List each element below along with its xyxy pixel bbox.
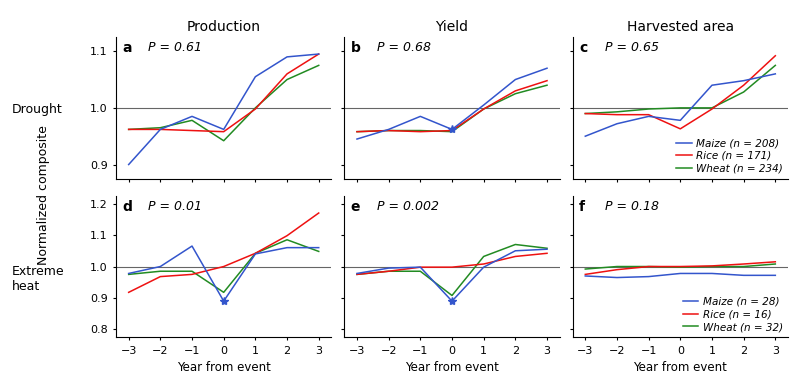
Title: Yield: Yield [435, 21, 469, 34]
Text: c: c [579, 41, 587, 55]
Legend: Maize (n = 208), Rice (n = 171), Wheat (n = 234): Maize (n = 208), Rice (n = 171), Wheat (… [676, 138, 782, 174]
Text: P = 0.002: P = 0.002 [377, 200, 438, 213]
Text: P = 0.61: P = 0.61 [148, 41, 202, 54]
Title: Harvested area: Harvested area [626, 21, 734, 34]
Text: d: d [122, 200, 132, 214]
X-axis label: Year from event: Year from event [634, 361, 727, 374]
Text: e: e [350, 200, 360, 214]
Text: f: f [579, 200, 585, 214]
Legend: Maize (n = 28), Rice (n = 16), Wheat (n = 32): Maize (n = 28), Rice (n = 16), Wheat (n … [683, 297, 782, 332]
Text: P = 0.18: P = 0.18 [605, 200, 659, 213]
X-axis label: Year from event: Year from event [405, 361, 499, 374]
Text: P = 0.01: P = 0.01 [148, 200, 202, 213]
Text: P = 0.68: P = 0.68 [377, 41, 430, 54]
Text: a: a [122, 41, 132, 55]
Title: Production: Production [186, 21, 261, 34]
Text: Drought: Drought [12, 103, 62, 116]
Text: Normalized composite: Normalized composite [38, 125, 50, 265]
Text: P = 0.65: P = 0.65 [605, 41, 659, 54]
Text: Extreme
heat: Extreme heat [12, 265, 65, 293]
X-axis label: Year from event: Year from event [177, 361, 270, 374]
Text: b: b [350, 41, 361, 55]
